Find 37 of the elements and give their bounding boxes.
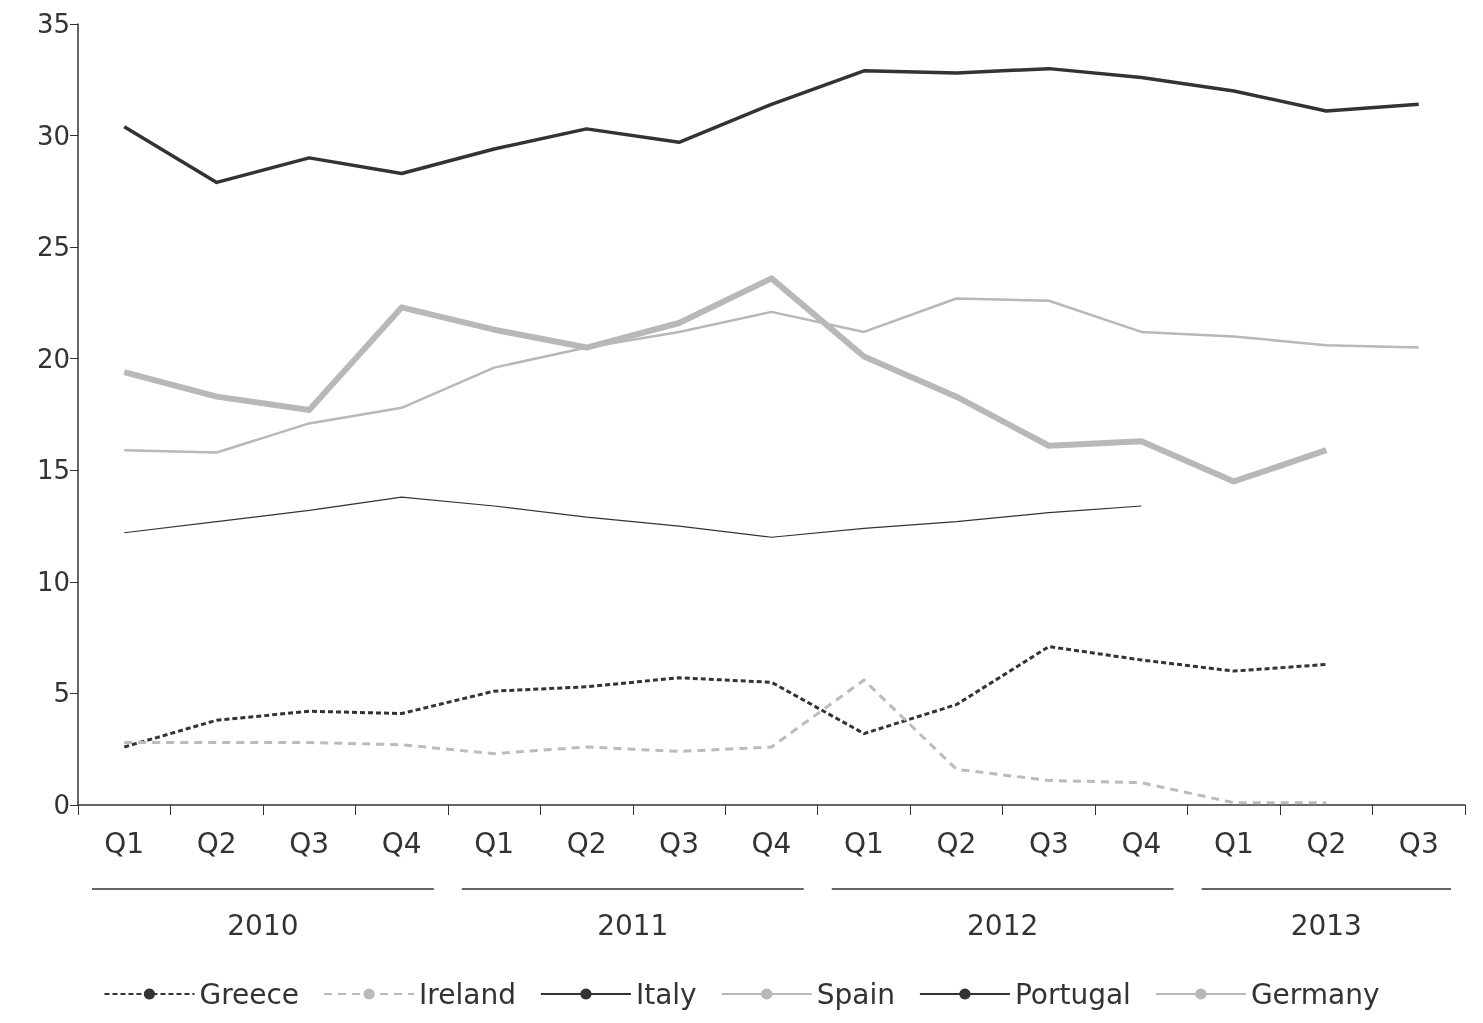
x-tick-label: Q4 (381, 826, 422, 860)
text: 2011 (597, 908, 669, 942)
text: 2010 (227, 908, 299, 942)
line-series (122, 66, 1421, 185)
line-series (123, 496, 1142, 538)
x-tick-label: Q3 (1398, 826, 1439, 860)
legend-label: Ireland (419, 977, 516, 1011)
legend-label: Italy (635, 977, 697, 1011)
x-tick-label: Q2 (566, 826, 607, 860)
legend-label: Portugal (1014, 977, 1131, 1011)
x-tick-label: Q1 (1213, 826, 1254, 860)
x-tick-label: Q2 (196, 826, 237, 860)
x-tick-label: Q3 (289, 826, 330, 860)
y-tick-label: 20 (36, 343, 70, 374)
x-tick-label: Q2 (1306, 826, 1347, 860)
y-tick-label: 0 (53, 790, 70, 820)
y-tick-label: 25 (36, 232, 70, 263)
x-tick-label: Q3 (1028, 826, 1069, 860)
y-tick-label: 15 (36, 455, 70, 486)
x-tick-label: Q3 (659, 826, 699, 860)
line-series (122, 678, 1328, 805)
y-tick-label: 30 (36, 120, 70, 151)
text: 2012 (967, 908, 1039, 942)
y-tick-label: 35 (36, 9, 70, 39)
x-tick-label: Q1 (474, 826, 515, 860)
x-tick-label: Q2 (936, 826, 977, 860)
y-tick-label: 10 (36, 566, 70, 597)
x-tick-label: Q4 (751, 826, 792, 860)
x-tick-label: Q4 (1121, 826, 1162, 860)
line-series (122, 645, 1328, 749)
x-tick-label: Q1 (104, 826, 145, 860)
y-tick-label: 5 (53, 678, 70, 709)
legend-label: Germany (1250, 977, 1380, 1011)
legend-label: Greece (199, 977, 300, 1011)
x-tick-label: Q1 (844, 826, 884, 860)
text: 2013 (1290, 908, 1362, 942)
legend-label: Spain (816, 977, 895, 1011)
